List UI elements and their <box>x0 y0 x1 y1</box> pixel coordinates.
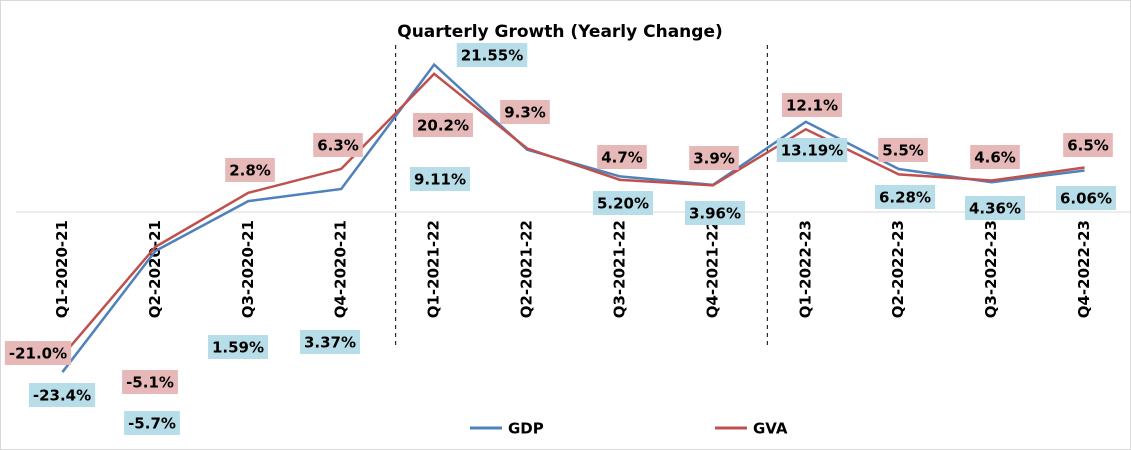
x-tick-label: Q1-2020-21 <box>53 220 71 318</box>
data-label-box <box>225 158 275 182</box>
x-tick-label: Q3-2022-23 <box>982 220 1000 318</box>
x-tick-label: Q1-2022-23 <box>796 220 814 318</box>
data-label: 3.96% <box>689 205 741 223</box>
series-line <box>61 72 1085 357</box>
x-tick-label: Q1-2021-22 <box>425 220 443 318</box>
data-label-box <box>122 370 178 394</box>
data-label: -5.1% <box>126 374 174 392</box>
data-label-box <box>299 330 361 354</box>
data-label-box <box>500 100 550 124</box>
data-label-box <box>689 146 739 170</box>
data-label-box <box>1063 133 1113 157</box>
data-label-box <box>597 145 647 169</box>
legend-label: GDP <box>508 420 544 438</box>
data-label-box <box>684 201 746 225</box>
data-label-box <box>28 383 96 407</box>
data-label-box <box>878 138 928 162</box>
data-label: -21.0% <box>9 345 67 363</box>
data-label: 13.19% <box>781 142 843 160</box>
data-label-box <box>456 43 528 67</box>
data-label: -23.4% <box>33 387 91 405</box>
data-label-box <box>124 411 180 435</box>
chart-title: Quarterly Growth (Yearly Change) <box>397 22 723 42</box>
x-tick-label: Q2-2020-21 <box>146 220 164 318</box>
data-label: -5.7% <box>128 415 176 433</box>
data-label-box <box>409 167 471 191</box>
data-label: 1.59% <box>212 339 264 357</box>
data-label-box <box>781 93 843 117</box>
x-tick-label: Q3-2020-21 <box>239 220 257 318</box>
x-tick-label: Q2-2021-22 <box>518 220 536 318</box>
data-label: 3.37% <box>304 334 356 352</box>
data-label: 20.2% <box>417 117 469 135</box>
data-label-box <box>207 335 269 359</box>
x-tick-label: Q4-2020-21 <box>332 220 350 318</box>
data-label: 4.6% <box>974 149 1016 167</box>
legend-label: GVA <box>753 420 788 438</box>
data-label: 12.1% <box>786 97 838 115</box>
data-label: 4.7% <box>601 149 643 167</box>
data-label: 9.3% <box>504 104 546 122</box>
data-label: 21.55% <box>461 47 523 65</box>
data-label-box <box>1055 186 1117 210</box>
data-label: 5.5% <box>882 142 924 160</box>
data-label: 2.8% <box>229 162 271 180</box>
x-tick-label: Q4-2022-23 <box>1075 220 1093 318</box>
x-tick-label: Q3-2021-22 <box>610 220 628 318</box>
data-label-box <box>970 145 1020 169</box>
data-label-box <box>4 341 72 365</box>
data-label: 6.3% <box>317 137 359 155</box>
data-label-box <box>776 138 848 162</box>
data-label-box <box>412 113 474 137</box>
data-label-box <box>592 191 654 215</box>
data-label-box <box>313 133 363 157</box>
x-tick-label: Q2-2022-23 <box>889 220 907 318</box>
x-tick-label: Q4-2021-22 <box>703 220 721 318</box>
data-label: 9.11% <box>414 171 466 189</box>
data-label: 5.20% <box>597 195 649 213</box>
data-label: 6.5% <box>1067 137 1109 155</box>
data-label: 4.36% <box>969 200 1021 218</box>
data-label: 6.06% <box>1060 190 1112 208</box>
data-label-box <box>964 196 1026 220</box>
data-label: 3.9% <box>693 150 735 168</box>
data-label: 6.28% <box>879 189 931 207</box>
data-label-box <box>874 185 936 209</box>
